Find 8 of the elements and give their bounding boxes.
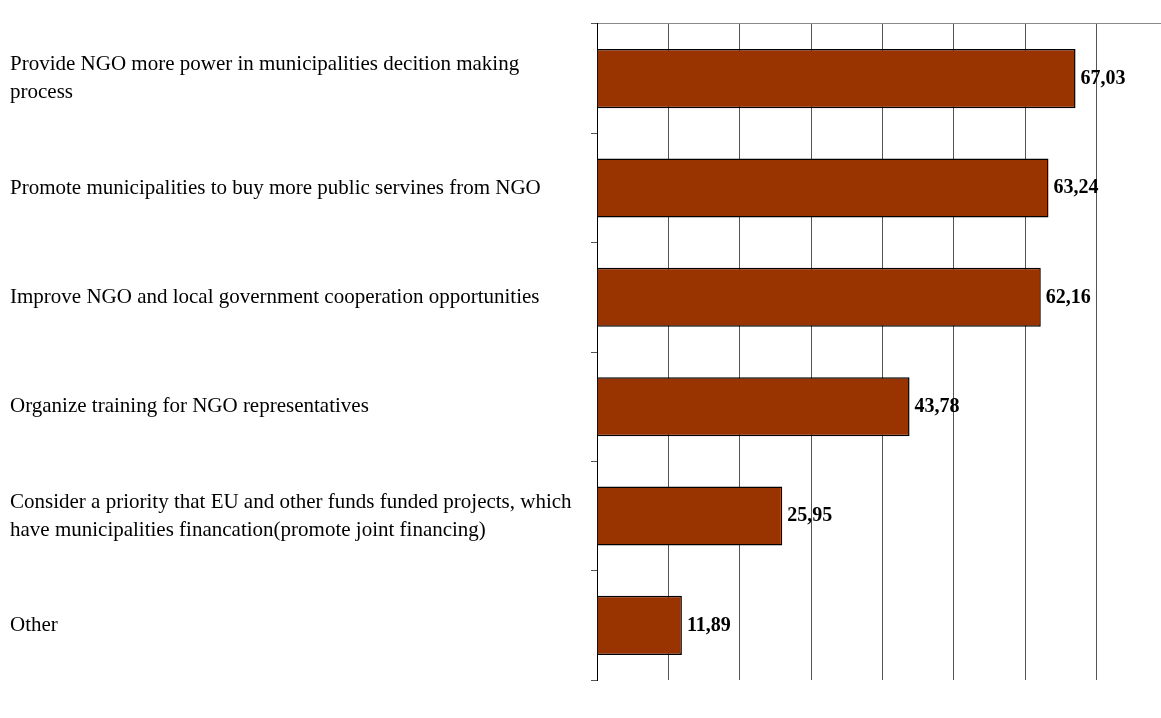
y-tick-label: Promote municipalities to buy more public servines from NGO	[10, 174, 541, 199]
data-label: 62,16	[1045, 284, 1091, 307]
y-tick-label: Improve NGO and local government cooperation opportunities	[10, 283, 540, 308]
y-tick-label: Other	[10, 611, 58, 636]
data-label: 11,89	[686, 612, 731, 635]
y-tick-label: Consider a priority that EU and other funds funded projects, which have municipalities financation(promote joint financing)	[10, 488, 573, 541]
y-tick-label: Provide NGO more power in municipalities decition making process	[10, 51, 520, 104]
y-tick-label: Organize training for NGO representatives	[10, 393, 369, 418]
